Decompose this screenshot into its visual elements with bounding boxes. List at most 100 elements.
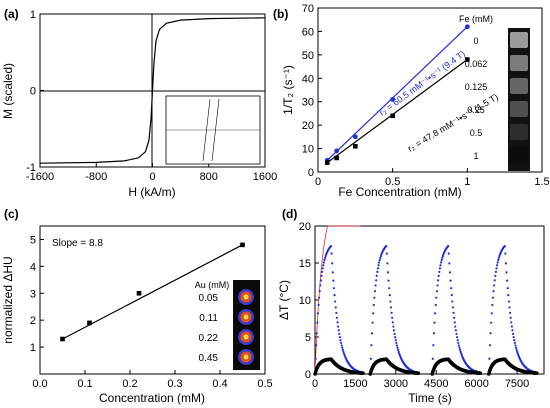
data-point [323, 258, 326, 262]
data-point [315, 332, 318, 335]
data-point [451, 300, 454, 303]
panel-a-xticks: -1600 -800 0 800 1600 [26, 163, 277, 183]
data-point [395, 344, 399, 347]
x-tick-label: 0 [312, 378, 318, 390]
data-point [451, 306, 455, 309]
data-point [511, 332, 515, 336]
data-point [332, 279, 335, 282]
data-point [372, 303, 375, 307]
data-point [374, 284, 377, 287]
panel-a-inset-curve-1 [202, 98, 211, 162]
y-tick-label: 50 [302, 50, 314, 62]
phantom-well [510, 55, 528, 71]
data-point [503, 245, 506, 248]
data-point [370, 344, 373, 347]
data-point [441, 254, 444, 258]
data-point [320, 274, 323, 277]
data-point [457, 344, 460, 347]
data-point [397, 350, 400, 353]
fit-line [326, 26, 468, 161]
y-tick-label: 1 [30, 9, 36, 21]
data-point [488, 344, 492, 347]
x-tick-label: 0.1 [77, 378, 92, 390]
data-point [393, 332, 396, 336]
data-point [341, 348, 344, 351]
data-point [453, 321, 456, 324]
data-point [437, 274, 440, 277]
data-point [386, 262, 389, 265]
panel-b-legend: 0 0.062 0.125 0.25 0.5 1 [465, 28, 530, 171]
data-point [504, 252, 507, 255]
data-point [450, 294, 453, 297]
data-point [493, 279, 496, 282]
panel-d-frame [314, 225, 545, 375]
panel-b-label: (b) [273, 7, 288, 21]
data-point [432, 332, 436, 335]
data-point [490, 312, 493, 315]
data-point [391, 321, 394, 324]
data-point [489, 332, 492, 335]
panel-d-xticks: 0 1500 3000 4500 6000 7500 [312, 370, 529, 390]
data-point [318, 290, 321, 293]
data-point [441, 256, 444, 259]
panel-a-ylabel: M (scaled) [1, 63, 15, 119]
phantom-hot [243, 334, 249, 340]
y-tick-label: 70 [302, 3, 314, 15]
x-tick-label: 0 [315, 176, 321, 188]
data-point [515, 348, 518, 351]
data-point [511, 329, 514, 332]
data-point [416, 371, 421, 376]
x-tick-label: 0.5 [257, 378, 272, 390]
panel-c-yticks: 1 2 3 4 5 [30, 234, 44, 354]
data-point [240, 242, 245, 248]
y-tick-label: 40 [302, 73, 314, 85]
data-point [375, 279, 378, 282]
data-point [339, 339, 342, 342]
data-point [370, 332, 374, 335]
data-point [455, 332, 458, 336]
x-tick-label: 7500 [505, 378, 529, 390]
phantom-well [510, 32, 528, 48]
data-point [394, 339, 397, 342]
data-point [388, 294, 391, 297]
legend-label: 0.45 [199, 353, 219, 364]
panel-a-label: (a) [4, 7, 19, 21]
data-point [389, 306, 393, 309]
data-point [458, 346, 461, 349]
panel-a-inset [165, 95, 261, 165]
data-point [319, 284, 322, 287]
panel-b-xticks: 0 0.5 1 1.5 [315, 168, 550, 188]
data-point [433, 321, 436, 324]
fit-line [62, 244, 243, 340]
x-tick-label: -800 [85, 171, 107, 183]
data-point [510, 321, 513, 324]
data-point [513, 341, 516, 345]
data-point [491, 303, 494, 307]
data-point [448, 271, 452, 274]
data-point [454, 329, 458, 332]
data-point [449, 279, 452, 282]
data-point [376, 267, 380, 270]
data-point [514, 344, 517, 347]
data-point [395, 341, 398, 345]
y-tick-label: 30 [302, 97, 314, 109]
legend-label: 0.05 [199, 293, 219, 304]
data-point [435, 290, 439, 293]
data-point [396, 346, 399, 349]
data-point [464, 24, 470, 30]
data-point [491, 296, 495, 299]
legend-label: 0.062 [465, 59, 488, 69]
data-point [456, 339, 459, 342]
data-point [458, 348, 462, 351]
data-point [322, 264, 325, 267]
x-tick-label: 0.5 [385, 176, 400, 188]
data-point [390, 96, 396, 102]
data-point [324, 254, 327, 258]
data-point [60, 336, 65, 342]
y-tick-label: 5 [30, 234, 36, 246]
panel-a: (a) -1600 -800 0 800 1600 -1 0 1 H (kA/m) M (s… [1, 7, 277, 199]
data-point [504, 262, 508, 265]
legend-label: 0.22 [199, 333, 219, 344]
data-point [516, 350, 519, 353]
data-point [387, 279, 390, 282]
